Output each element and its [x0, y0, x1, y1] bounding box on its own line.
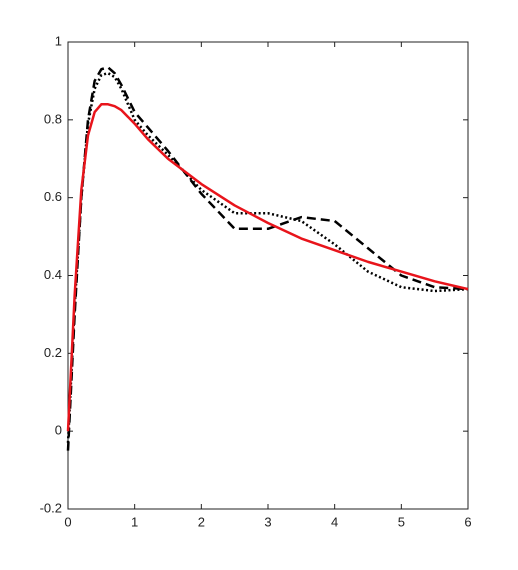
- x-tick-label: 5: [398, 514, 405, 529]
- y-tick-label: 0.6: [44, 189, 62, 204]
- y-tick-label: 1: [55, 33, 62, 48]
- series-line: [66, 103, 469, 432]
- y-tick-label: 0: [55, 423, 62, 438]
- x-tick-label: 4: [331, 514, 338, 529]
- y-tick-label: 0.2: [44, 345, 62, 360]
- x-tick-label: 6: [464, 514, 471, 529]
- y-tick-label: -0.2: [40, 500, 62, 515]
- x-tick-label: 0: [64, 514, 71, 529]
- series-line: [66, 66, 469, 451]
- y-tick-label: 0.4: [44, 267, 62, 282]
- x-tick-label: 3: [264, 514, 271, 529]
- axes-box: [67, 41, 469, 510]
- x-tick-label: 2: [198, 514, 205, 529]
- series-line: [66, 71, 469, 443]
- x-tick-label: 1: [131, 514, 138, 529]
- y-tick-label: 0.8: [44, 111, 62, 126]
